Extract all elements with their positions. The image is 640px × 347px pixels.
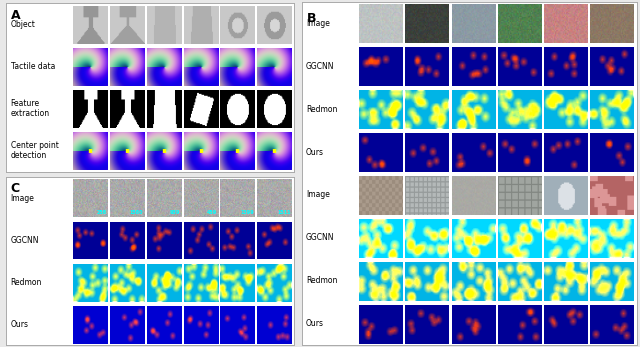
Text: Image: Image	[306, 191, 330, 200]
Text: 1580: 1580	[130, 211, 143, 215]
Text: Center point
detection: Center point detection	[11, 141, 59, 160]
Text: Tactile data: Tactile data	[11, 62, 55, 71]
Text: B: B	[307, 12, 317, 25]
Text: A: A	[11, 9, 20, 22]
Text: 1511: 1511	[278, 211, 291, 215]
Text: Redmon: Redmon	[306, 104, 337, 113]
Text: 459: 459	[207, 211, 217, 215]
Text: 939: 939	[170, 211, 180, 215]
Text: Feature
extraction: Feature extraction	[11, 99, 50, 118]
Text: C: C	[11, 182, 20, 195]
Text: 258: 258	[96, 211, 106, 215]
Text: Redmon: Redmon	[306, 276, 337, 285]
Text: 1399: 1399	[241, 211, 254, 215]
Text: GGCNN: GGCNN	[306, 234, 335, 243]
Text: Redmon: Redmon	[11, 278, 42, 287]
Text: Ours: Ours	[306, 319, 324, 328]
Text: Image: Image	[11, 194, 35, 203]
Text: Ours: Ours	[306, 147, 324, 156]
Text: Ours: Ours	[11, 320, 29, 329]
Text: Image: Image	[306, 19, 330, 28]
Text: GGCNN: GGCNN	[306, 62, 335, 71]
Text: Object: Object	[11, 20, 36, 29]
Text: GGCNN: GGCNN	[11, 236, 39, 245]
